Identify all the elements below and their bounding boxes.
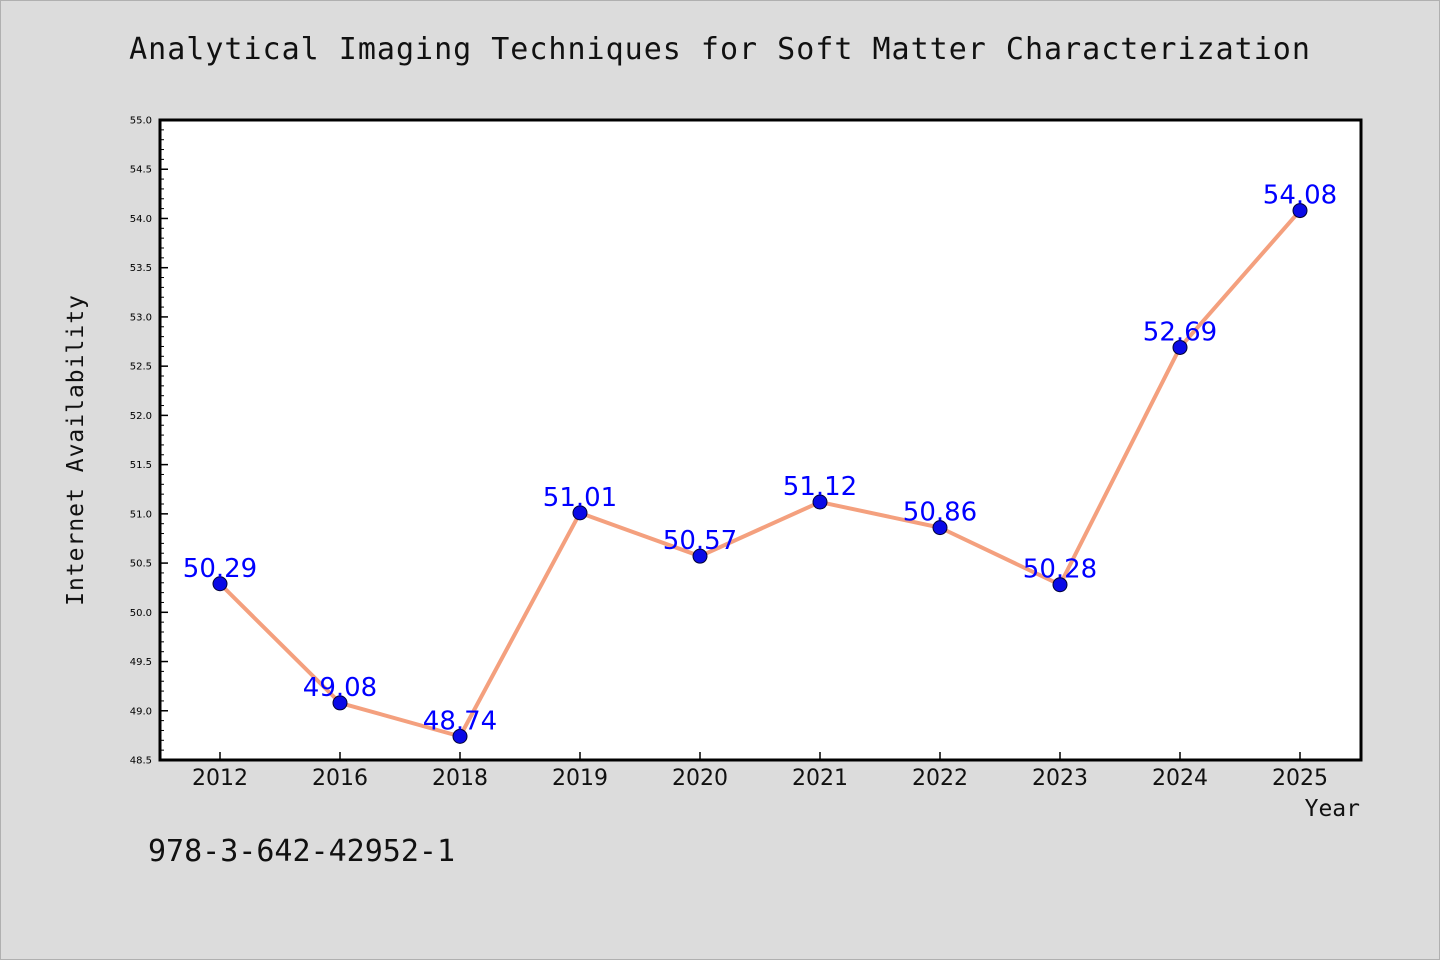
data-point bbox=[692, 548, 708, 564]
y-tick-label: 54.5 bbox=[130, 165, 152, 176]
y-tick-label: 52.0 bbox=[130, 411, 152, 422]
y-tick-label: 53.0 bbox=[130, 312, 152, 323]
series-line bbox=[218, 208, 1302, 739]
x-tick-label: 2018 bbox=[432, 766, 488, 791]
y-tick-label: 51.0 bbox=[130, 509, 152, 520]
data-label: 50.29 bbox=[183, 554, 257, 584]
data-label: 51.01 bbox=[543, 483, 617, 513]
data-label: 50.57 bbox=[663, 526, 737, 556]
data-label: 50.86 bbox=[903, 498, 977, 528]
y-tick-label: 53.5 bbox=[130, 263, 152, 274]
data-point bbox=[1292, 203, 1308, 219]
x-tick-label: 2024 bbox=[1152, 766, 1208, 791]
y-tick-label: 55.0 bbox=[130, 116, 152, 127]
data-point bbox=[572, 505, 588, 521]
data-label: 49.08 bbox=[303, 673, 377, 703]
x-axis-label: Year bbox=[1304, 796, 1360, 822]
x-tick-label: 2023 bbox=[1032, 766, 1088, 791]
data-point bbox=[812, 494, 828, 510]
y-tick-label: 51.5 bbox=[130, 460, 152, 471]
y-tick-label: 50.0 bbox=[130, 608, 152, 619]
x-tick-label: 2019 bbox=[552, 766, 608, 791]
plot-area bbox=[160, 120, 1361, 760]
isbn-text: 978-3-642-42952-1 bbox=[148, 834, 456, 869]
y-tick-label: 52.5 bbox=[130, 362, 152, 373]
y-tick-label: 48.5 bbox=[130, 756, 152, 767]
data-point bbox=[1172, 339, 1188, 355]
data-label: 54.08 bbox=[1263, 181, 1337, 211]
data-label: 50.28 bbox=[1023, 555, 1097, 585]
data-point bbox=[452, 728, 468, 744]
chart-title: Analytical Imaging Techniques for Soft M… bbox=[129, 32, 1311, 67]
x-tick-label: 2025 bbox=[1272, 766, 1328, 791]
plot-border bbox=[158, 118, 1363, 762]
x-tick-label: 2021 bbox=[792, 766, 848, 791]
data-label: 51.12 bbox=[783, 472, 857, 502]
data-label: 52.69 bbox=[1143, 317, 1217, 347]
x-tick-label: 2012 bbox=[192, 766, 248, 791]
data-point bbox=[332, 695, 348, 711]
data-label: 48.74 bbox=[423, 706, 497, 736]
data-point bbox=[932, 520, 948, 536]
x-tick-label: 2020 bbox=[672, 766, 728, 791]
y-tick-label: 50.5 bbox=[130, 559, 152, 570]
y-tick-label: 49.0 bbox=[130, 706, 152, 717]
y-tick-label: 54.0 bbox=[130, 214, 152, 225]
data-point bbox=[212, 576, 228, 592]
data-point bbox=[1052, 577, 1068, 593]
x-tick-label: 2016 bbox=[312, 766, 368, 791]
x-tick-label: 2022 bbox=[912, 766, 968, 791]
y-tick-label: 49.5 bbox=[130, 657, 152, 668]
